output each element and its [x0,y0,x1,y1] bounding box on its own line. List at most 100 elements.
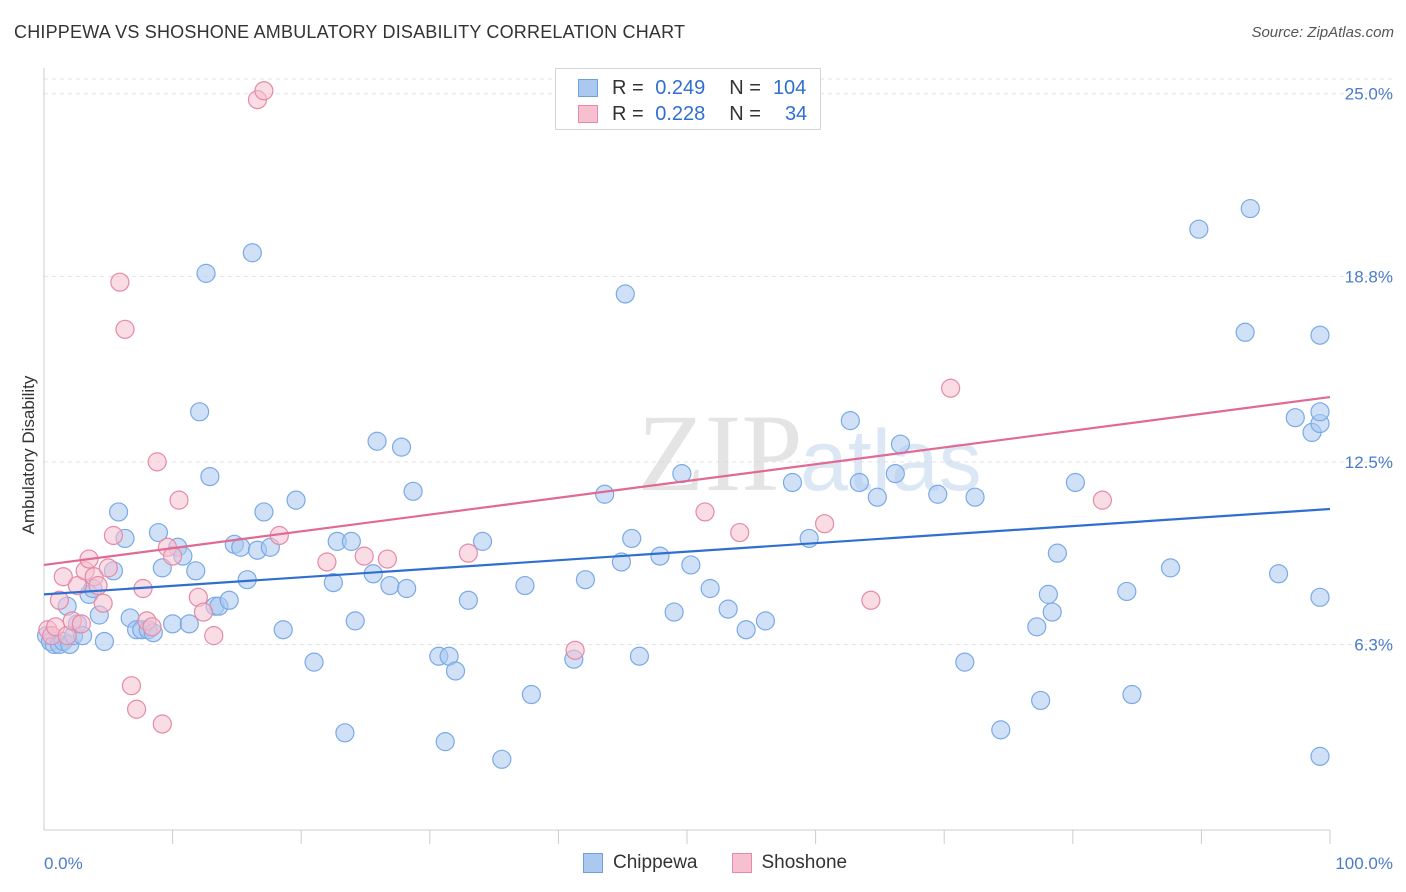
data-point-chippewa [1310,325,1330,345]
trend-line-shoshone [43,395,1331,567]
data-point-shoshone [1092,490,1112,510]
legend-swatch-chippewa [578,79,598,97]
data-point-shoshone [354,546,374,566]
data-point-shoshone [98,558,118,578]
data-point-chippewa [1268,564,1289,584]
data-point-chippewa [1047,543,1067,563]
watermark-atlas: atlas [800,413,982,509]
data-point-chippewa [615,284,635,304]
data-point-chippewa [323,573,343,593]
data-point-chippewa [94,631,115,652]
data-point-chippewa [629,646,650,666]
data-point-chippewa [849,472,869,493]
data-point-shoshone [49,590,70,610]
axes [43,68,1331,844]
data-point-chippewa [190,402,210,422]
data-point-chippewa [1285,408,1305,428]
data-point-shoshone [317,552,337,572]
data-point-chippewa [179,614,199,634]
y-tick-label: 18.8% [1345,267,1393,286]
data-point-chippewa [521,684,541,705]
data-point-chippewa [200,466,220,487]
data-point-chippewa [367,431,387,451]
legend-item-chippewa[interactable]: Chippewa [583,852,698,874]
x-tick-label: 100.0% [1335,854,1393,873]
data-point-shoshone [103,525,124,546]
data-point-chippewa [1189,219,1209,239]
chart-title: CHIPPEWA VS SHOSHONE AMBULATORY DISABILI… [14,22,686,42]
data-point-chippewa [885,464,905,484]
source-label: Source: ZipAtlas.com [1251,24,1394,41]
data-point-shoshone [71,614,91,634]
data-point-chippewa [1065,472,1085,493]
data-point-chippewa [681,555,701,575]
data-point-chippewa [380,575,400,596]
data-point-chippewa [622,528,642,549]
data-point-chippewa [273,620,293,640]
data-point-chippewa [397,578,417,599]
data-point-chippewa [965,487,985,507]
data-point-shoshone [152,714,172,734]
watermark: ZIP [638,392,803,514]
data-point-chippewa [595,484,615,504]
data-point-shoshone [730,522,750,543]
data-point-shoshone [815,514,835,534]
data-point-chippewa [445,661,466,681]
y-tick-label: 25.0% [1345,85,1393,104]
data-point-chippewa [148,522,169,543]
data-point-shoshone [193,602,214,622]
data-point-chippewa [242,243,262,263]
legend-swatch-chippewa [583,853,603,873]
legend-r-value: 0.228 [655,102,706,125]
data-point-chippewa [186,561,206,581]
trend-lines [43,395,1331,596]
y-tick-label: 12.5% [1345,453,1393,472]
data-point-shoshone [695,502,715,522]
data-point-chippewa [928,484,948,504]
data-point-chippewa [1042,602,1062,622]
data-point-chippewa [196,263,216,283]
data-point-chippewa [108,502,129,522]
data-point-chippewa [435,732,455,752]
data-point-chippewa [335,723,355,743]
data-point-chippewa [1310,587,1330,607]
data-point-shoshone [142,617,162,637]
data-point-chippewa [1310,402,1330,422]
legend-label-shoshone: Shoshone [761,852,848,873]
data-point-chippewa [515,575,535,596]
data-point-chippewa [219,590,239,610]
data-point-chippewa [718,599,738,619]
data-point-chippewa [1122,684,1142,705]
data-point-chippewa [1117,581,1137,602]
data-point-chippewa [1235,322,1255,342]
data-point-chippewa [1160,558,1181,578]
data-point-chippewa [1310,746,1330,766]
data-point-shoshone [147,452,167,472]
y-tick-label: 6.3% [1354,635,1393,654]
data-point-shoshone [204,626,224,646]
legend-label-chippewa: Chippewa [613,852,698,873]
series-chippewa [36,198,1330,769]
data-point-chippewa [1027,617,1047,637]
y-axis-title: Ambulatory Disability [19,375,38,534]
data-point-chippewa [840,411,860,431]
data-point-chippewa [575,570,596,590]
legend-n-label: N = [729,76,761,99]
legend-item-shoshone[interactable]: Shoshone [731,852,848,874]
data-point-chippewa [700,578,720,599]
data-point-chippewa [304,652,324,672]
data-point-chippewa [1031,690,1051,711]
data-point-chippewa [254,502,274,522]
data-point-chippewa [736,620,756,640]
legend-r-label: R = [612,76,644,99]
data-point-chippewa [458,590,478,610]
data-point-chippewa [755,611,776,631]
data-point-shoshone [53,567,73,587]
data-point-chippewa [1240,198,1260,219]
data-point-chippewa [472,531,493,551]
legend-n-value: 104 [772,76,807,99]
data-point-shoshone [126,699,147,719]
data-point-chippewa [664,602,684,622]
legend-r-value: 0.249 [655,76,706,99]
data-point-chippewa [286,490,306,510]
